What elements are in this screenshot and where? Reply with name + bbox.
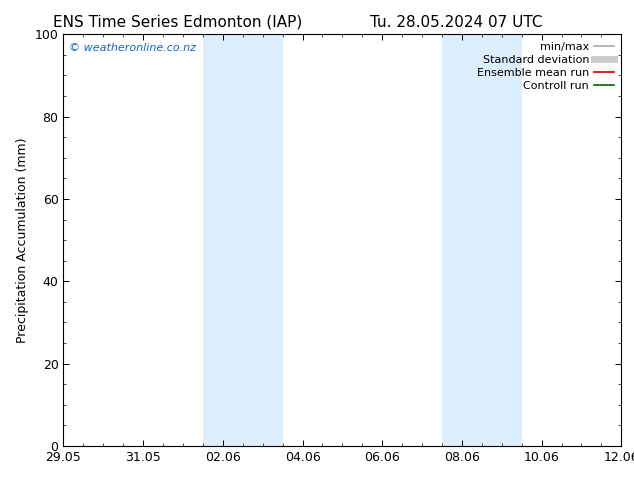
Text: © weatheronline.co.nz: © weatheronline.co.nz xyxy=(69,43,196,52)
Bar xyxy=(203,34,283,446)
Text: ENS Time Series Edmonton (IAP): ENS Time Series Edmonton (IAP) xyxy=(53,15,302,30)
Text: Tu. 28.05.2024 07 UTC: Tu. 28.05.2024 07 UTC xyxy=(370,15,543,30)
Y-axis label: Precipitation Accumulation (mm): Precipitation Accumulation (mm) xyxy=(16,137,29,343)
Legend: min/max, Standard deviation, Ensemble mean run, Controll run: min/max, Standard deviation, Ensemble me… xyxy=(475,40,616,93)
Bar xyxy=(442,34,522,446)
